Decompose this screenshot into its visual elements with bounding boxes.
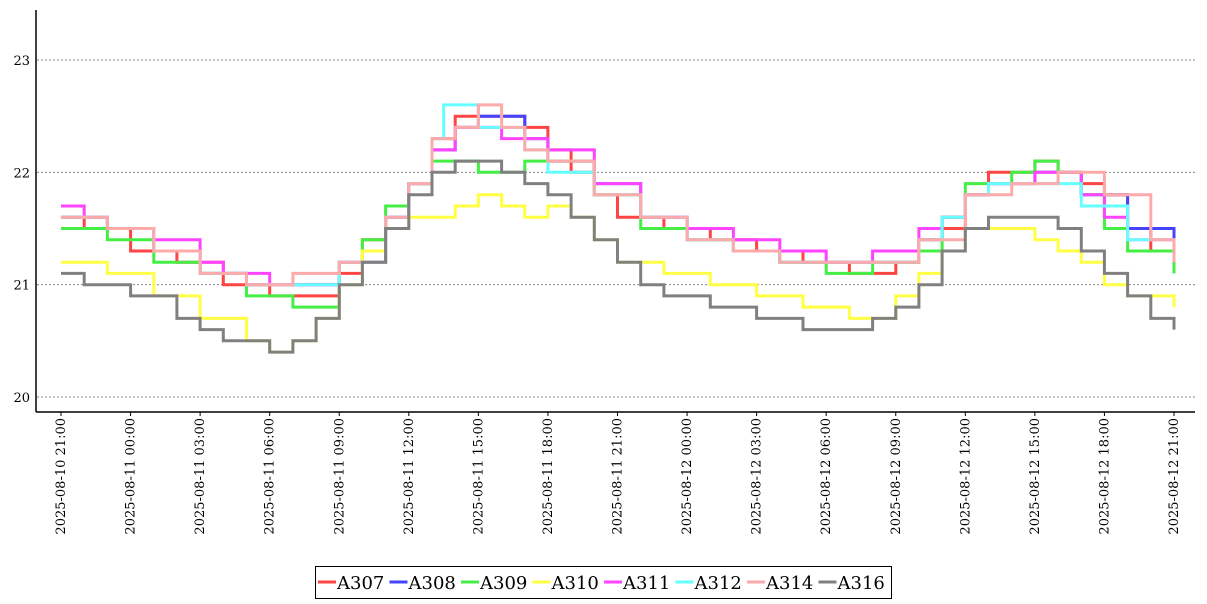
legend-item-a316[interactable]: A316 <box>818 573 885 594</box>
series-line-a307 <box>61 114 1176 298</box>
x-tick-label: 2025-08-12 21:00 <box>1167 418 1182 535</box>
y-tick-labels: 20 21 22 23 <box>13 54 30 406</box>
x-tick-label: 2025-08-11 06:00 <box>263 418 278 535</box>
x-tick-label: 2025-08-12 06:00 <box>819 418 834 535</box>
legend-label: A309 <box>479 573 527 594</box>
legend-box <box>315 566 892 599</box>
legend-item-a307[interactable]: A307 <box>318 573 384 594</box>
y-tick-label: 22 <box>13 166 30 181</box>
legend-item-a310[interactable]: A310 <box>532 573 599 594</box>
legend-label: A308 <box>408 573 456 594</box>
legend-item-a314[interactable]: A314 <box>747 573 813 594</box>
x-tick-label: 2025-08-11 15:00 <box>471 418 486 535</box>
axes <box>35 10 1195 413</box>
legend-item-a308[interactable]: A308 <box>389 573 456 594</box>
series-lines <box>61 103 1176 354</box>
x-tick-label: 2025-08-11 03:00 <box>193 418 208 535</box>
legend-label: A307 <box>336 573 384 594</box>
legend: A307 A308 A309 A310 A311 A312 A314 A316 <box>315 566 892 599</box>
x-tick-labels: 2025-08-10 21:00 2025-08-11 00:00 2025-08-… <box>54 412 1182 535</box>
y-tick-label: 23 <box>13 54 30 69</box>
legend-label: A312 <box>694 573 742 594</box>
series-line-a314 <box>61 103 1176 287</box>
x-tick-label: 2025-08-11 00:00 <box>124 418 139 535</box>
x-tick-label: 2025-08-12 15:00 <box>1028 418 1043 535</box>
x-tick-label: 2025-08-10 21:00 <box>54 418 69 535</box>
x-tick-label: 2025-08-12 09:00 <box>889 418 904 535</box>
x-tick-label: 2025-08-11 12:00 <box>402 418 417 535</box>
x-tick-label: 2025-08-11 18:00 <box>541 418 556 535</box>
x-tick-label: 2025-08-12 00:00 <box>680 418 695 535</box>
legend-label: A316 <box>837 573 885 594</box>
x-tick-label: 2025-08-12 12:00 <box>958 418 973 535</box>
x-tick-label: 2025-08-11 09:00 <box>332 418 347 535</box>
series-line-a316 <box>61 159 1176 354</box>
legend-label: A311 <box>622 573 670 594</box>
x-tick-label: 2025-08-12 03:00 <box>750 418 765 535</box>
x-tick-label: 2025-08-12 18:00 <box>1097 418 1112 535</box>
legend-item-a311[interactable]: A311 <box>604 573 670 594</box>
legend-item-a312[interactable]: A312 <box>675 573 742 594</box>
legend-label: A310 <box>551 573 599 594</box>
x-tick-label: 2025-08-11 21:00 <box>611 418 626 535</box>
y-tick-label: 21 <box>13 279 30 294</box>
legend-label: A314 <box>765 573 813 594</box>
legend-item-a309[interactable]: A309 <box>461 573 527 594</box>
y-tick-label: 20 <box>13 391 30 406</box>
